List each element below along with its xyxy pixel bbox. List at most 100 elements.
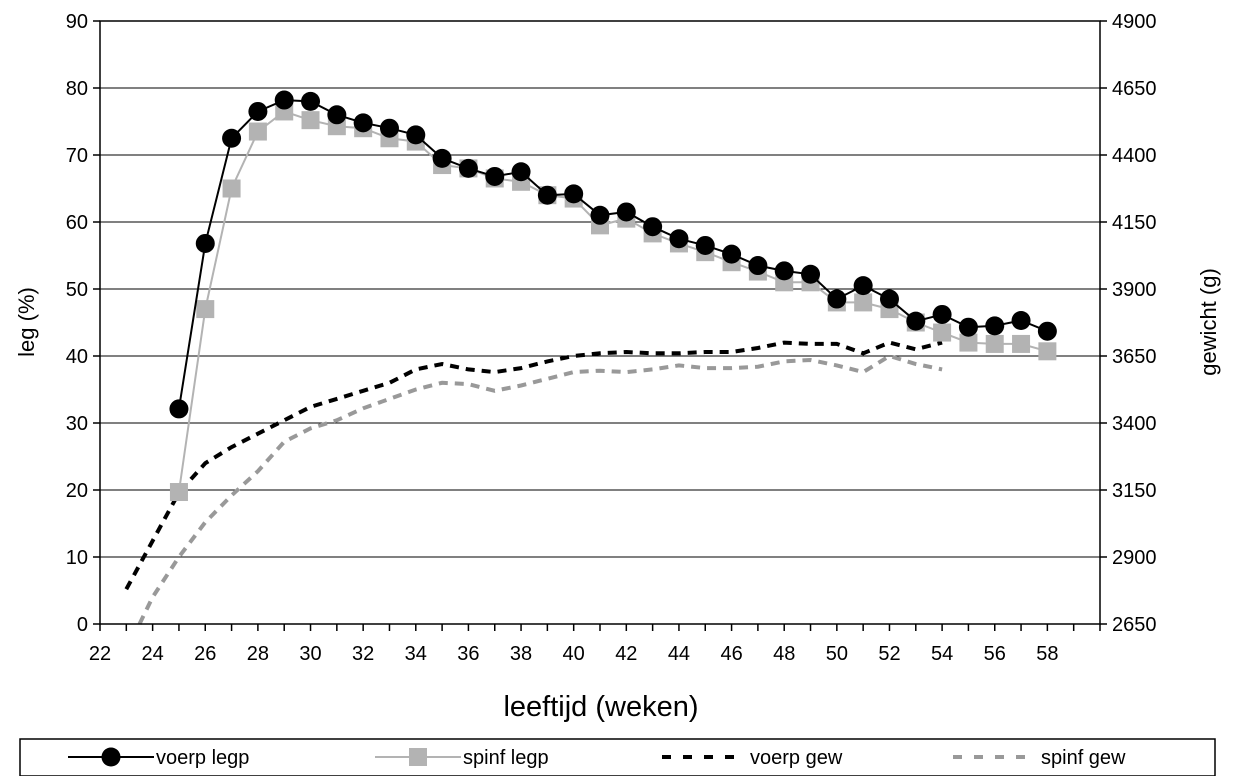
x-tick-label: 44 xyxy=(668,643,690,665)
point-voerp-legp xyxy=(932,304,952,324)
x-tick-label: 46 xyxy=(720,643,742,665)
point-voerp-legp xyxy=(958,317,978,337)
point-voerp-legp xyxy=(379,118,399,138)
point-voerp-legp xyxy=(564,184,584,204)
y-right-tick-label: 2650 xyxy=(1112,614,1157,636)
point-voerp-legp xyxy=(511,162,531,182)
y-left-tick-label: 90 xyxy=(66,11,88,33)
y-right-tick-label: 2900 xyxy=(1112,547,1157,569)
legend-item-spinf-legp: spinf legp xyxy=(375,747,549,769)
point-voerp-legp xyxy=(406,125,426,145)
y-right-tick-label: 4650 xyxy=(1112,78,1157,100)
legend-label: spinf gew xyxy=(1041,747,1126,769)
x-tick-label: 28 xyxy=(247,643,269,665)
point-voerp-legp xyxy=(222,128,242,148)
point-spinf-legp xyxy=(933,323,952,342)
point-spinf-legp xyxy=(196,300,215,319)
legend-label: voerp gew xyxy=(750,747,843,769)
point-spinf-legp xyxy=(1012,334,1031,353)
point-voerp-legp xyxy=(853,276,873,296)
y-axis-right-title: gewicht (g) xyxy=(1196,268,1221,376)
y-left-tick-label: 60 xyxy=(66,212,88,234)
point-voerp-legp xyxy=(643,217,663,237)
series-layer xyxy=(124,90,1057,625)
axes-ticks xyxy=(93,20,1107,631)
y-left-tick-label: 20 xyxy=(66,480,88,502)
point-voerp-legp xyxy=(695,235,715,255)
series-line-spinf-gew xyxy=(137,353,943,625)
y-right-tick-label: 3150 xyxy=(1112,480,1157,502)
point-spinf-legp xyxy=(301,111,320,130)
x-tick-label: 50 xyxy=(826,643,848,665)
y-left-tick-label: 10 xyxy=(66,547,88,569)
point-spinf-legp xyxy=(169,483,188,502)
point-voerp-legp xyxy=(537,185,557,205)
x-tick-label: 56 xyxy=(984,643,1006,665)
x-axis-title: leeftijd (weken) xyxy=(503,691,698,723)
point-spinf-legp xyxy=(959,333,978,352)
point-spinf-legp xyxy=(985,334,1004,353)
legend-item-voerp-legp: voerp legp xyxy=(68,747,249,769)
legend-item-spinf-gew: spinf gew xyxy=(953,747,1126,769)
point-voerp-legp xyxy=(801,264,821,284)
point-voerp-legp xyxy=(616,202,636,222)
point-voerp-legp xyxy=(301,91,321,111)
point-voerp-legp xyxy=(879,289,899,309)
legend-box xyxy=(19,738,1216,776)
legend-marker xyxy=(101,747,121,767)
legend: voerp legp spinf legp voerp gew spinf gew xyxy=(19,738,1216,776)
point-voerp-legp xyxy=(827,289,847,309)
x-tick-label: 42 xyxy=(615,643,637,665)
series-line-spinf-legp xyxy=(177,110,1048,493)
point-spinf-legp xyxy=(854,293,873,312)
x-tick-label: 38 xyxy=(510,643,532,665)
x-tick-label: 24 xyxy=(142,643,164,665)
x-tick-label: 30 xyxy=(299,643,321,665)
y-left-tick-label: 30 xyxy=(66,413,88,435)
x-tick-label: 32 xyxy=(352,643,374,665)
y-left-tick-label: 0 xyxy=(77,614,88,636)
y-right-tick-label: 4400 xyxy=(1112,145,1157,167)
series-line-voerp-legp xyxy=(177,99,1048,410)
point-voerp-legp xyxy=(485,166,505,186)
legend-marker xyxy=(409,748,427,766)
point-voerp-legp xyxy=(906,311,926,331)
y-right-tick-label: 4150 xyxy=(1112,212,1157,234)
point-voerp-legp xyxy=(1011,310,1031,330)
x-tick-label: 48 xyxy=(773,643,795,665)
point-spinf-legp xyxy=(222,179,241,198)
point-voerp-legp xyxy=(669,229,689,249)
series-line-voerp-gew xyxy=(124,340,943,591)
y-right-tick-label: 3650 xyxy=(1112,346,1157,368)
point-voerp-legp xyxy=(327,105,347,125)
point-voerp-legp xyxy=(985,316,1005,336)
point-voerp-legp xyxy=(248,101,268,121)
point-voerp-legp xyxy=(195,233,215,253)
point-voerp-legp xyxy=(432,148,452,168)
x-tick-label: 52 xyxy=(878,643,900,665)
x-tick-label: 54 xyxy=(931,643,953,665)
y-left-tick-label: 40 xyxy=(66,346,88,368)
x-tick-label: 34 xyxy=(405,643,427,665)
legend-item-voerp-gew: voerp gew xyxy=(662,747,843,769)
legend-label: spinf legp xyxy=(463,747,549,769)
point-voerp-legp xyxy=(458,158,478,178)
y-axis-left-title: leg (%) xyxy=(14,287,39,357)
point-voerp-legp xyxy=(274,90,294,110)
x-tick-label: 58 xyxy=(1036,643,1058,665)
point-voerp-legp xyxy=(748,256,768,276)
x-tick-label: 40 xyxy=(563,643,585,665)
point-voerp-legp xyxy=(353,113,373,133)
x-tick-label: 22 xyxy=(89,643,111,665)
point-voerp-legp xyxy=(774,261,794,281)
y-right-tick-label: 4900 xyxy=(1112,11,1157,33)
y-right-tick-label: 3400 xyxy=(1112,413,1157,435)
y-left-tick-label: 80 xyxy=(66,78,88,100)
point-voerp-legp xyxy=(1037,321,1057,341)
legend-label: voerp legp xyxy=(156,747,249,769)
point-voerp-legp xyxy=(722,244,742,264)
point-spinf-legp xyxy=(1038,342,1057,361)
y-right-tick-label: 3900 xyxy=(1112,279,1157,301)
